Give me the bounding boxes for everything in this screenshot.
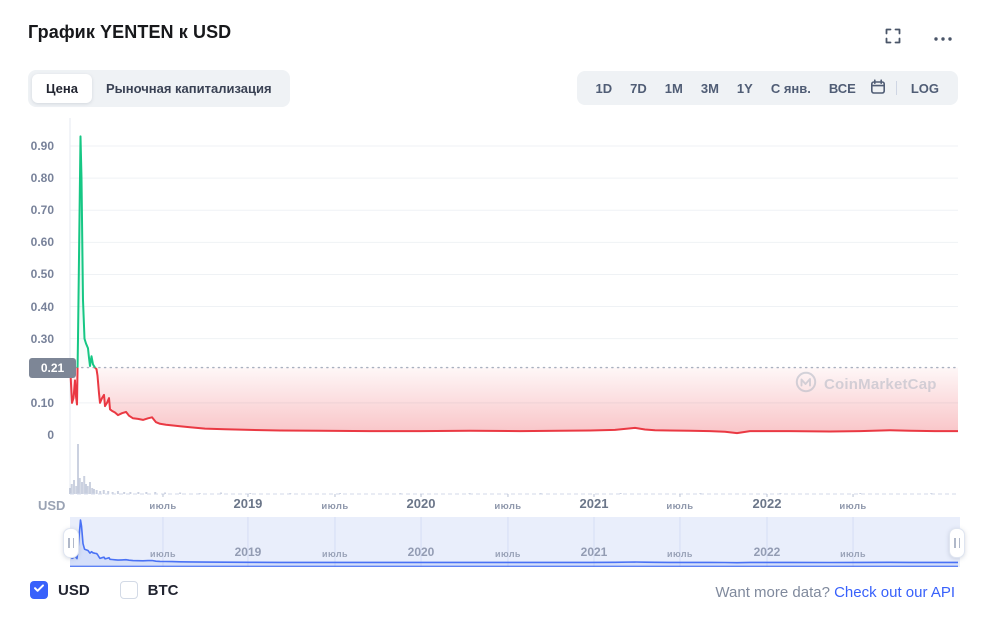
range-7d-button[interactable]: 7D xyxy=(621,77,656,100)
usd-toggle[interactable]: USD xyxy=(30,581,90,599)
navigator-tick-label: июль xyxy=(322,549,348,559)
fullscreen-icon xyxy=(885,28,901,47)
watermark-label: CoinMarketCap xyxy=(824,376,937,393)
x-tick-label: 2022 xyxy=(752,496,782,511)
x-tick-label: июль xyxy=(666,501,694,512)
y-tick-label: 0 xyxy=(47,428,54,442)
x-tick-label: 2020 xyxy=(406,496,436,511)
range-3m-button[interactable]: 3M xyxy=(692,77,728,100)
navigator-right-handle[interactable] xyxy=(949,528,965,558)
check-icon xyxy=(33,581,45,599)
tab-price[interactable]: Цена xyxy=(32,74,92,103)
y-tick-label: 0.30 xyxy=(30,331,54,346)
page-title: График YENTEN к USD xyxy=(28,22,232,42)
fullscreen-button[interactable] xyxy=(883,26,903,49)
navigator-left-handle[interactable] xyxy=(63,528,79,558)
navigator-tick-label: 2022 xyxy=(753,545,781,559)
y-tick-label: 0.40 xyxy=(30,299,54,314)
y-tick-label: 0.90 xyxy=(30,139,54,153)
x-tick-label: июль xyxy=(839,501,867,512)
btc-toggle[interactable]: BTC xyxy=(119,581,179,599)
navigator-tick-label: 2021 xyxy=(580,545,608,559)
time-range-bar: 1D 7D 1M 3M 1Y С янв. ВСЕ LOG xyxy=(576,71,958,105)
x-tick-label: 2021 xyxy=(579,496,609,511)
x-tick-label: июль xyxy=(494,501,522,512)
range-1y-button[interactable]: 1Y xyxy=(728,77,762,100)
navigator-tick-label: июль xyxy=(840,549,866,559)
navigator-tick-label: июль xyxy=(667,549,693,559)
coinmarketcap-logo-icon xyxy=(795,371,817,398)
usd-checkbox-label: USD xyxy=(58,581,90,599)
navigator-tick-label: 2019 xyxy=(234,545,262,559)
chart-type-tabs: Цена Рыночная капитализация xyxy=(28,70,290,107)
navigator-svg xyxy=(69,517,960,567)
price-chart-svg xyxy=(69,118,959,497)
price-chart-area[interactable] xyxy=(0,115,983,497)
x-tick-label: июль xyxy=(149,501,177,512)
divider xyxy=(895,81,897,95)
y-tick-label: 0.60 xyxy=(30,235,54,250)
calendar-icon xyxy=(870,78,886,98)
range-1m-button[interactable]: 1M xyxy=(656,77,692,100)
current-price-badge: 0.21 xyxy=(29,357,76,378)
btc-checkbox[interactable] xyxy=(119,581,138,599)
more-options-button[interactable] xyxy=(931,28,955,47)
range-all-button[interactable]: ВСЕ xyxy=(820,77,865,100)
y-tick-label: 0.80 xyxy=(30,171,54,186)
chart-navigator[interactable] xyxy=(0,517,983,567)
range-ytd-button[interactable]: С янв. xyxy=(762,77,820,100)
y-tick-label: 0.70 xyxy=(30,203,54,218)
y-tick-label: 0.10 xyxy=(30,395,54,410)
ellipsis-icon xyxy=(933,30,953,45)
range-1d-button[interactable]: 1D xyxy=(587,77,622,100)
y-tick-label: 0.50 xyxy=(30,267,54,282)
api-promo: Want more data? Check out our API xyxy=(715,584,955,601)
api-promo-text: Want more data? xyxy=(715,584,830,601)
navigator-tick-label: июль xyxy=(495,549,521,559)
navigator-tick-label: 2020 xyxy=(407,545,435,559)
x-tick-label: июль xyxy=(321,501,349,512)
log-scale-button[interactable]: LOG xyxy=(902,77,948,100)
api-link[interactable]: Check out our API xyxy=(834,584,955,601)
currency-toggles: USD BTC xyxy=(30,581,179,599)
usd-checkbox[interactable] xyxy=(30,581,48,599)
navigator-tick-label: июль xyxy=(150,549,176,559)
btc-checkbox-label: BTC xyxy=(147,581,179,599)
watermark: CoinMarketCap xyxy=(795,371,937,398)
x-tick-label: 2019 xyxy=(233,496,263,511)
calendar-button[interactable] xyxy=(868,77,888,100)
tab-market-cap[interactable]: Рыночная капитализация xyxy=(105,81,272,96)
y-axis-currency-label: USD xyxy=(38,498,66,513)
